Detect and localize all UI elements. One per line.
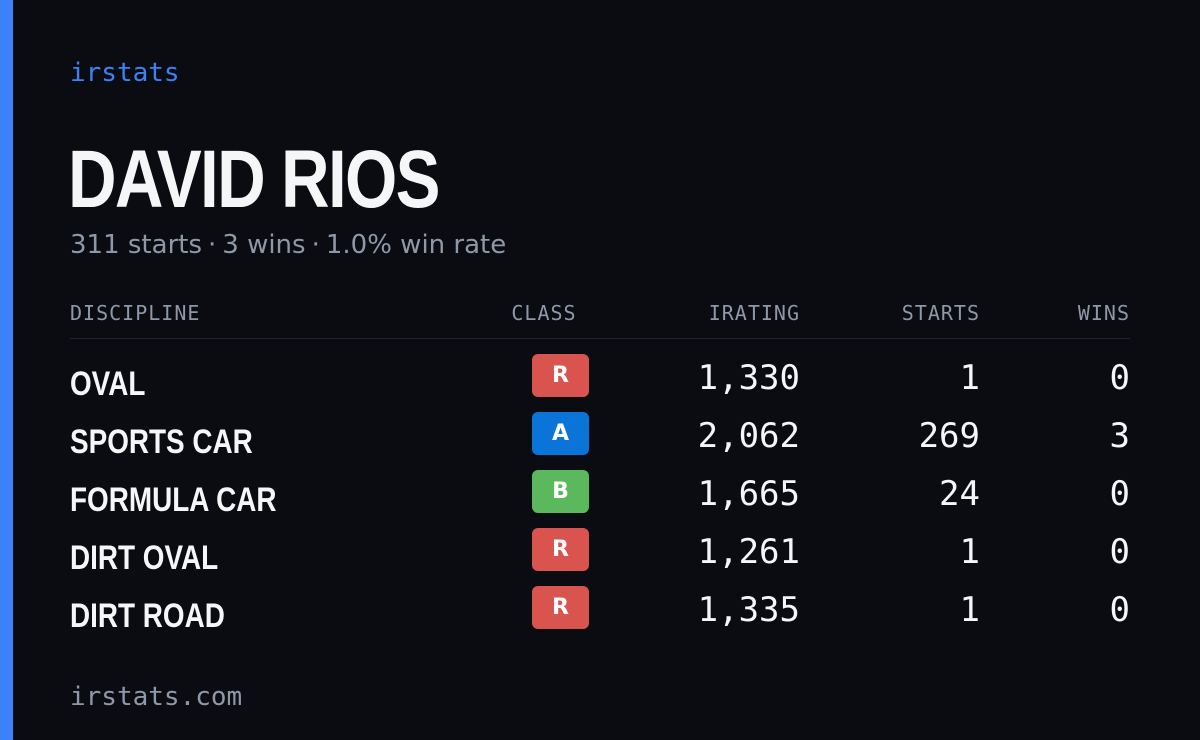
class-badge: A xyxy=(532,412,589,455)
separator-dot: · xyxy=(208,230,217,260)
irating-value: 1,330 xyxy=(697,358,800,398)
table-row: FORMULA CAR B 1,665 24 0 xyxy=(70,466,1130,524)
wins-value: 0 xyxy=(1109,590,1130,630)
irating-value: 1,335 xyxy=(697,590,800,630)
table-header: DISCIPLINE CLASS IRATING STARTS WINS xyxy=(70,298,1130,339)
discipline-label: SPORTS CAR xyxy=(70,423,253,461)
brand-logo-text: irstats xyxy=(70,58,180,88)
driver-name: DAVID RIOS xyxy=(68,134,441,225)
irating-value: 2,062 xyxy=(697,416,800,456)
header-wins: WINS xyxy=(1077,301,1130,325)
header-class: CLASS xyxy=(511,301,577,325)
class-badge: B xyxy=(532,470,589,513)
class-badge: R xyxy=(532,354,589,397)
wins-value: 3 xyxy=(1109,416,1130,456)
table-row: OVAL R 1,330 1 0 xyxy=(70,350,1130,408)
class-badge: R xyxy=(532,528,589,571)
discipline-label: DIRT OVAL xyxy=(70,539,219,577)
starts-value: 1 xyxy=(959,532,980,572)
wins-value: 0 xyxy=(1109,532,1130,572)
irating-value: 1,665 xyxy=(697,474,800,514)
discipline-label: DIRT ROAD xyxy=(70,597,225,635)
footer-url: irstats.com xyxy=(70,682,243,712)
starts-value: 1 xyxy=(959,358,980,398)
starts-value: 24 xyxy=(939,474,980,514)
accent-bar xyxy=(0,0,13,740)
separator-dot: · xyxy=(311,230,320,260)
starts-summary: 311 starts xyxy=(70,230,202,260)
wins-summary: 3 wins xyxy=(222,230,306,260)
win-rate-summary: 1.0% win rate xyxy=(325,230,507,260)
header-starts: STARTS xyxy=(901,301,980,325)
wins-value: 0 xyxy=(1109,358,1130,398)
header-discipline: DISCIPLINE xyxy=(70,301,201,325)
table-row: DIRT OVAL R 1,261 1 0 xyxy=(70,524,1130,582)
driver-summary: 311 starts · 3 wins · 1.0% win rate xyxy=(70,228,506,262)
starts-value: 269 xyxy=(918,416,980,456)
wins-value: 0 xyxy=(1109,474,1130,514)
discipline-label: OVAL xyxy=(70,365,146,403)
discipline-table: OVAL R 1,330 1 0 SPORTS CAR A 2,062 269 … xyxy=(70,350,1130,640)
header-irating: IRATING xyxy=(708,301,800,325)
table-row: DIRT ROAD R 1,335 1 0 xyxy=(70,582,1130,640)
irating-value: 1,261 xyxy=(697,532,800,572)
discipline-label: FORMULA CAR xyxy=(70,481,277,519)
table-row: SPORTS CAR A 2,062 269 3 xyxy=(70,408,1130,466)
class-badge: R xyxy=(532,586,589,629)
starts-value: 1 xyxy=(959,590,980,630)
